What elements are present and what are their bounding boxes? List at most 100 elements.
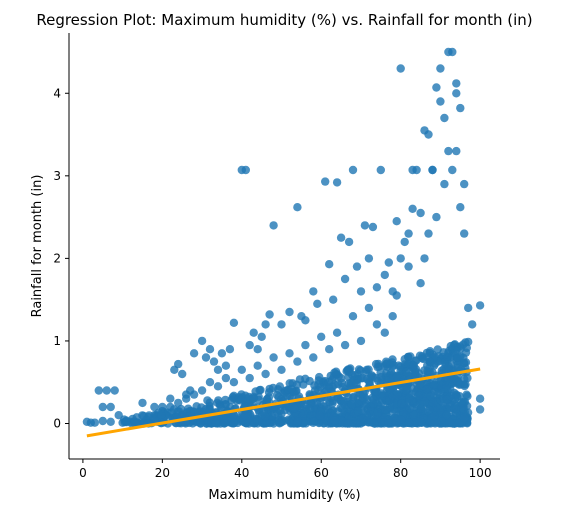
scatter-point [301, 340, 310, 350]
scatter-point [456, 103, 465, 113]
scatter-point [406, 352, 415, 361]
scatter-point [362, 411, 371, 420]
scatter-point [352, 379, 361, 388]
scatter-point [425, 405, 434, 414]
scatter-point [412, 165, 421, 175]
scatter-point [462, 390, 471, 399]
scatter-point [354, 406, 363, 416]
scatter-point [205, 405, 214, 414]
scatter-point [106, 417, 115, 426]
scatter-point [461, 348, 471, 357]
scatter-point [277, 320, 286, 329]
scatter-point [182, 394, 191, 403]
scatter-point [219, 419, 229, 428]
scatter-point [265, 310, 274, 319]
scatter-point [309, 417, 318, 426]
scatter-point [293, 417, 302, 426]
scatter-point [221, 361, 231, 370]
scatter-point [241, 165, 250, 175]
scatter-point [380, 270, 389, 280]
scatter-point [444, 47, 453, 57]
scatter-point [420, 254, 429, 263]
scatter-point [393, 390, 402, 400]
scatter-point [211, 419, 220, 428]
scatter-point [305, 376, 314, 386]
scatter-point [313, 299, 322, 308]
scatter-point [275, 418, 284, 427]
scatter-point [444, 362, 453, 371]
scatter-point [174, 359, 183, 369]
scatter-point [457, 398, 466, 407]
scatter-point [436, 64, 445, 73]
scatter-point [373, 363, 382, 372]
scatter-point [475, 301, 485, 310]
scatter-point [348, 165, 358, 175]
scatter-point [408, 204, 417, 213]
scatter-point [402, 367, 411, 377]
scatter-point [404, 418, 414, 428]
scatter-point [396, 254, 405, 263]
scatter-point [324, 377, 333, 387]
scatter-point [325, 260, 334, 269]
scatter-point [422, 385, 432, 394]
scatter-point [430, 411, 439, 421]
scatter-point [452, 89, 461, 98]
scatter-point [352, 262, 362, 271]
scatter-point [189, 390, 199, 399]
scatter-point [293, 357, 302, 366]
scatter-point [362, 395, 372, 404]
scatter-point [290, 404, 299, 413]
y-axis-label: Rainfall for month (in) [30, 175, 45, 318]
scatter-point [253, 345, 262, 354]
scatter-point [213, 365, 223, 374]
scatter-point [410, 371, 420, 380]
x-tick-label: 0 [79, 466, 87, 480]
scatter-point [106, 402, 115, 412]
scatter-point [205, 378, 215, 387]
x-axis-ticks: 0 20 40 60 80 100 [79, 459, 492, 480]
scatter-point [434, 389, 443, 398]
scatter-point [384, 258, 393, 267]
x-tick-label: 40 [234, 466, 249, 480]
x-tick-label: 60 [314, 466, 329, 480]
scatter-point [245, 373, 254, 383]
scatter-point [384, 419, 393, 428]
scatter-point [440, 179, 449, 189]
regression-line [86, 367, 481, 438]
scatter-point [396, 415, 406, 424]
scatter-point [364, 365, 373, 374]
scatter-point [157, 410, 166, 419]
scatter-point [389, 414, 399, 423]
scatter-point [401, 385, 410, 395]
scatter-point [102, 386, 111, 395]
scatter-point [416, 417, 426, 427]
scatter-point [456, 203, 465, 212]
scatter-point [426, 392, 435, 401]
scatter-point [432, 83, 441, 92]
scatter-point [98, 416, 108, 426]
scatter-point [285, 307, 294, 317]
scatter-point [364, 303, 374, 313]
scatter-point [94, 386, 104, 395]
scatter-point [354, 399, 363, 408]
scatter-point [217, 349, 227, 358]
scatter-point [432, 212, 441, 222]
scatter-point [209, 357, 219, 366]
scatter-point [392, 372, 402, 381]
scatter-point [442, 384, 451, 393]
scatter-point [445, 417, 454, 427]
scatter-point [257, 332, 266, 341]
scatter-point [451, 404, 461, 413]
scatter-point [317, 332, 326, 341]
y-axis-ticks: 0 1 2 3 4 [53, 86, 69, 431]
scatter-point [287, 384, 296, 394]
x-tick-label: 20 [155, 466, 170, 480]
scatter-point [205, 345, 215, 354]
scatter-point [348, 312, 358, 321]
scatter-point [275, 382, 284, 391]
scatter-point [267, 411, 276, 421]
scatter-point [368, 399, 378, 408]
scatter-point [420, 397, 430, 406]
scatter-point [364, 254, 374, 263]
scatter-point [396, 64, 405, 73]
